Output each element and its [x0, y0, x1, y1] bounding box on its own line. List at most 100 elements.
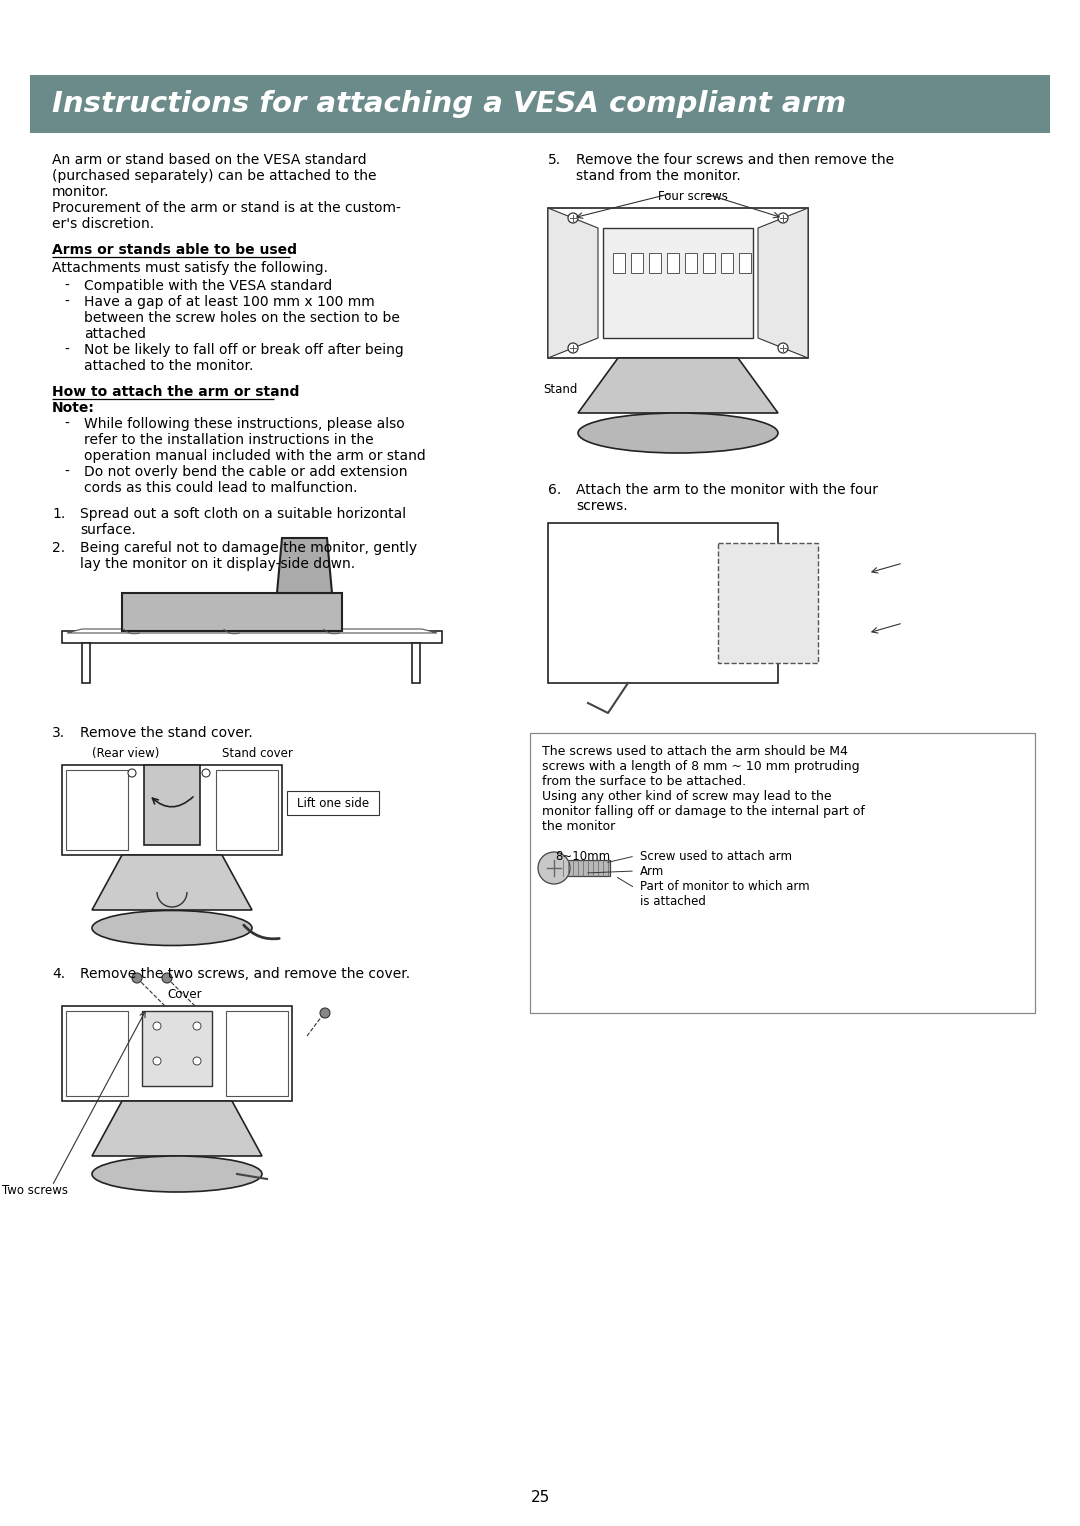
Ellipse shape — [578, 414, 778, 453]
Circle shape — [320, 1009, 330, 1018]
FancyBboxPatch shape — [62, 765, 282, 855]
Text: Arm: Arm — [640, 865, 664, 877]
Text: er's discretion.: er's discretion. — [52, 217, 154, 230]
Text: Attach the arm to the monitor with the four: Attach the arm to the monitor with the f… — [576, 484, 878, 497]
Text: is attached: is attached — [640, 896, 706, 908]
Text: While following these instructions, please also: While following these instructions, plea… — [84, 417, 405, 430]
Text: Arms or stands able to be used: Arms or stands able to be used — [52, 243, 297, 256]
FancyBboxPatch shape — [82, 642, 90, 684]
Text: refer to the installation instructions in the: refer to the installation instructions i… — [84, 433, 374, 447]
Text: 3.: 3. — [52, 726, 65, 740]
Polygon shape — [578, 359, 778, 414]
Text: Spread out a soft cloth on a suitable horizontal: Spread out a soft cloth on a suitable ho… — [80, 507, 406, 520]
Ellipse shape — [92, 911, 252, 946]
Circle shape — [568, 343, 578, 353]
FancyBboxPatch shape — [66, 771, 129, 850]
Text: Remove the stand cover.: Remove the stand cover. — [80, 726, 253, 740]
Text: 4.: 4. — [52, 967, 65, 981]
FancyBboxPatch shape — [144, 765, 200, 845]
Text: (Rear view): (Rear view) — [92, 748, 160, 760]
FancyBboxPatch shape — [613, 253, 625, 273]
Text: Remove the four screws and then remove the: Remove the four screws and then remove t… — [576, 153, 894, 166]
FancyBboxPatch shape — [667, 253, 679, 273]
Polygon shape — [758, 208, 808, 359]
Polygon shape — [92, 855, 252, 909]
FancyBboxPatch shape — [66, 1012, 129, 1096]
FancyBboxPatch shape — [685, 253, 697, 273]
FancyBboxPatch shape — [548, 208, 808, 359]
Text: Instructions for attaching a VESA compliant arm: Instructions for attaching a VESA compli… — [52, 90, 847, 118]
FancyBboxPatch shape — [141, 1012, 212, 1087]
Circle shape — [193, 1022, 201, 1030]
Text: (purchased separately) can be attached to the: (purchased separately) can be attached t… — [52, 169, 377, 183]
Text: between the screw holes on the section to be: between the screw holes on the section t… — [84, 311, 400, 325]
Text: screws with a length of 8 mm ~ 10 mm protruding: screws with a length of 8 mm ~ 10 mm pro… — [542, 760, 860, 774]
Text: -: - — [64, 417, 69, 430]
Polygon shape — [62, 630, 442, 642]
FancyBboxPatch shape — [603, 227, 753, 337]
Ellipse shape — [92, 1157, 262, 1192]
Text: Procurement of the arm or stand is at the custom-: Procurement of the arm or stand is at th… — [52, 201, 401, 215]
FancyBboxPatch shape — [122, 594, 342, 630]
Polygon shape — [92, 1100, 262, 1157]
Text: Part of monitor to which arm: Part of monitor to which arm — [640, 881, 810, 893]
Text: -: - — [64, 295, 69, 308]
Text: cords as this could lead to malfunction.: cords as this could lead to malfunction. — [84, 481, 357, 494]
Circle shape — [202, 769, 210, 777]
Circle shape — [153, 1058, 161, 1065]
Circle shape — [568, 214, 578, 223]
Circle shape — [132, 974, 141, 983]
FancyBboxPatch shape — [411, 642, 420, 684]
Text: attached: attached — [84, 327, 146, 340]
FancyBboxPatch shape — [530, 732, 1035, 1013]
Polygon shape — [718, 543, 818, 662]
Text: the monitor: the monitor — [542, 819, 616, 833]
Text: Stand cover: Stand cover — [222, 748, 293, 760]
FancyBboxPatch shape — [555, 861, 610, 876]
Circle shape — [193, 1058, 201, 1065]
Text: monitor.: monitor. — [52, 185, 109, 198]
Circle shape — [162, 974, 172, 983]
Text: Remove the two screws, and remove the cover.: Remove the two screws, and remove the co… — [80, 967, 410, 981]
Polygon shape — [276, 539, 332, 594]
Text: Lift one side: Lift one side — [297, 797, 369, 809]
FancyBboxPatch shape — [649, 253, 661, 273]
FancyBboxPatch shape — [631, 253, 643, 273]
Text: Screw used to attach arm: Screw used to attach arm — [640, 850, 792, 864]
FancyBboxPatch shape — [30, 75, 1050, 133]
Text: Have a gap of at least 100 mm x 100 mm: Have a gap of at least 100 mm x 100 mm — [84, 295, 375, 308]
Text: Note:: Note: — [52, 401, 95, 415]
Text: lay the monitor on it display-side down.: lay the monitor on it display-side down. — [80, 557, 355, 571]
Text: Two screws: Two screws — [2, 1184, 68, 1196]
FancyBboxPatch shape — [739, 253, 751, 273]
Circle shape — [538, 852, 570, 884]
Circle shape — [129, 769, 136, 777]
Text: Being careful not to damage the monitor, gently: Being careful not to damage the monitor,… — [80, 542, 417, 555]
FancyBboxPatch shape — [216, 771, 278, 850]
Text: Stand: Stand — [543, 383, 578, 397]
Text: Cover: Cover — [167, 987, 202, 1001]
Text: 5.: 5. — [548, 153, 562, 166]
FancyBboxPatch shape — [721, 253, 733, 273]
Text: monitor falling off or damage to the internal part of: monitor falling off or damage to the int… — [542, 806, 865, 818]
Text: 6.: 6. — [548, 484, 562, 497]
Text: stand from the monitor.: stand from the monitor. — [576, 169, 741, 183]
FancyBboxPatch shape — [62, 1006, 292, 1100]
FancyBboxPatch shape — [703, 253, 715, 273]
Text: An arm or stand based on the VESA standard: An arm or stand based on the VESA standa… — [52, 153, 366, 166]
Text: The screws used to attach the arm should be M4: The screws used to attach the arm should… — [542, 745, 848, 758]
Text: Do not overly bend the cable or add extension: Do not overly bend the cable or add exte… — [84, 465, 407, 479]
Polygon shape — [548, 208, 598, 359]
Text: surface.: surface. — [80, 523, 136, 537]
Text: Not be likely to fall off or break off after being: Not be likely to fall off or break off a… — [84, 343, 404, 357]
Text: Four screws: Four screws — [658, 191, 728, 203]
Text: screws.: screws. — [576, 499, 627, 513]
Text: from the surface to be attached.: from the surface to be attached. — [542, 775, 746, 787]
Text: 25: 25 — [530, 1489, 550, 1505]
Text: 8∼10mm: 8∼10mm — [555, 850, 610, 864]
Circle shape — [153, 1022, 161, 1030]
Text: -: - — [64, 343, 69, 357]
Text: -: - — [64, 279, 69, 293]
Text: operation manual included with the arm or stand: operation manual included with the arm o… — [84, 449, 426, 462]
Text: Attachments must satisfy the following.: Attachments must satisfy the following. — [52, 261, 328, 275]
